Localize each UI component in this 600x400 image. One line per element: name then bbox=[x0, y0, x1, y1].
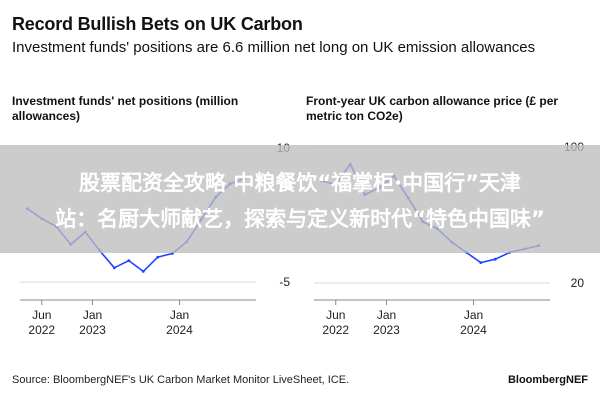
data-point bbox=[141, 270, 145, 273]
x-tick-label: Jan bbox=[377, 308, 396, 322]
left-chart-title: Investment funds' net positions (million… bbox=[12, 94, 239, 123]
page-title: Record Bullish Bets on UK Carbon bbox=[12, 14, 303, 34]
x-tick-label: 2023 bbox=[373, 323, 400, 337]
page-subtitle: Investment funds' positions are 6.6 mill… bbox=[12, 39, 536, 56]
x-tick-label: 2024 bbox=[460, 323, 487, 337]
x-tick-label: Jan bbox=[464, 308, 483, 322]
data-point bbox=[156, 255, 160, 259]
y-tick-label: -5 bbox=[279, 275, 290, 289]
x-tick-label: Jan bbox=[170, 308, 189, 322]
data-point bbox=[479, 261, 483, 264]
x-tick-label: 2023 bbox=[79, 323, 106, 337]
data-point bbox=[112, 266, 116, 270]
x-tick-label: 2022 bbox=[28, 323, 55, 337]
brand-logo: BloombergNEF bbox=[507, 374, 588, 386]
overlay-text-line-2: 站：名厨大师献艺，探索与定义新时代“特色中国味” bbox=[55, 207, 545, 231]
source-note: Source: BloombergNEF's UK Carbon Market … bbox=[12, 374, 350, 386]
x-tick-label: Jun bbox=[32, 308, 51, 322]
overlay-banner: 股票配资全攻略 中粮餐饮“福掌柜·中国行”天津 站：名厨大师献艺，探索与定义新时… bbox=[0, 145, 600, 253]
x-tick-label: Jun bbox=[326, 308, 345, 322]
overlay-text-line-1: 股票配资全攻略 中粮餐饮“福掌柜·中国行”天津 bbox=[79, 171, 521, 195]
data-point bbox=[127, 259, 131, 262]
data-point bbox=[493, 257, 497, 261]
right-chart-title: Front-year UK carbon allowance price (£ … bbox=[306, 94, 559, 123]
x-tick-label: 2022 bbox=[322, 323, 349, 337]
x-tick-label: 2024 bbox=[166, 323, 193, 337]
x-tick-label: Jan bbox=[83, 308, 102, 322]
y-tick-label: 20 bbox=[571, 276, 585, 290]
